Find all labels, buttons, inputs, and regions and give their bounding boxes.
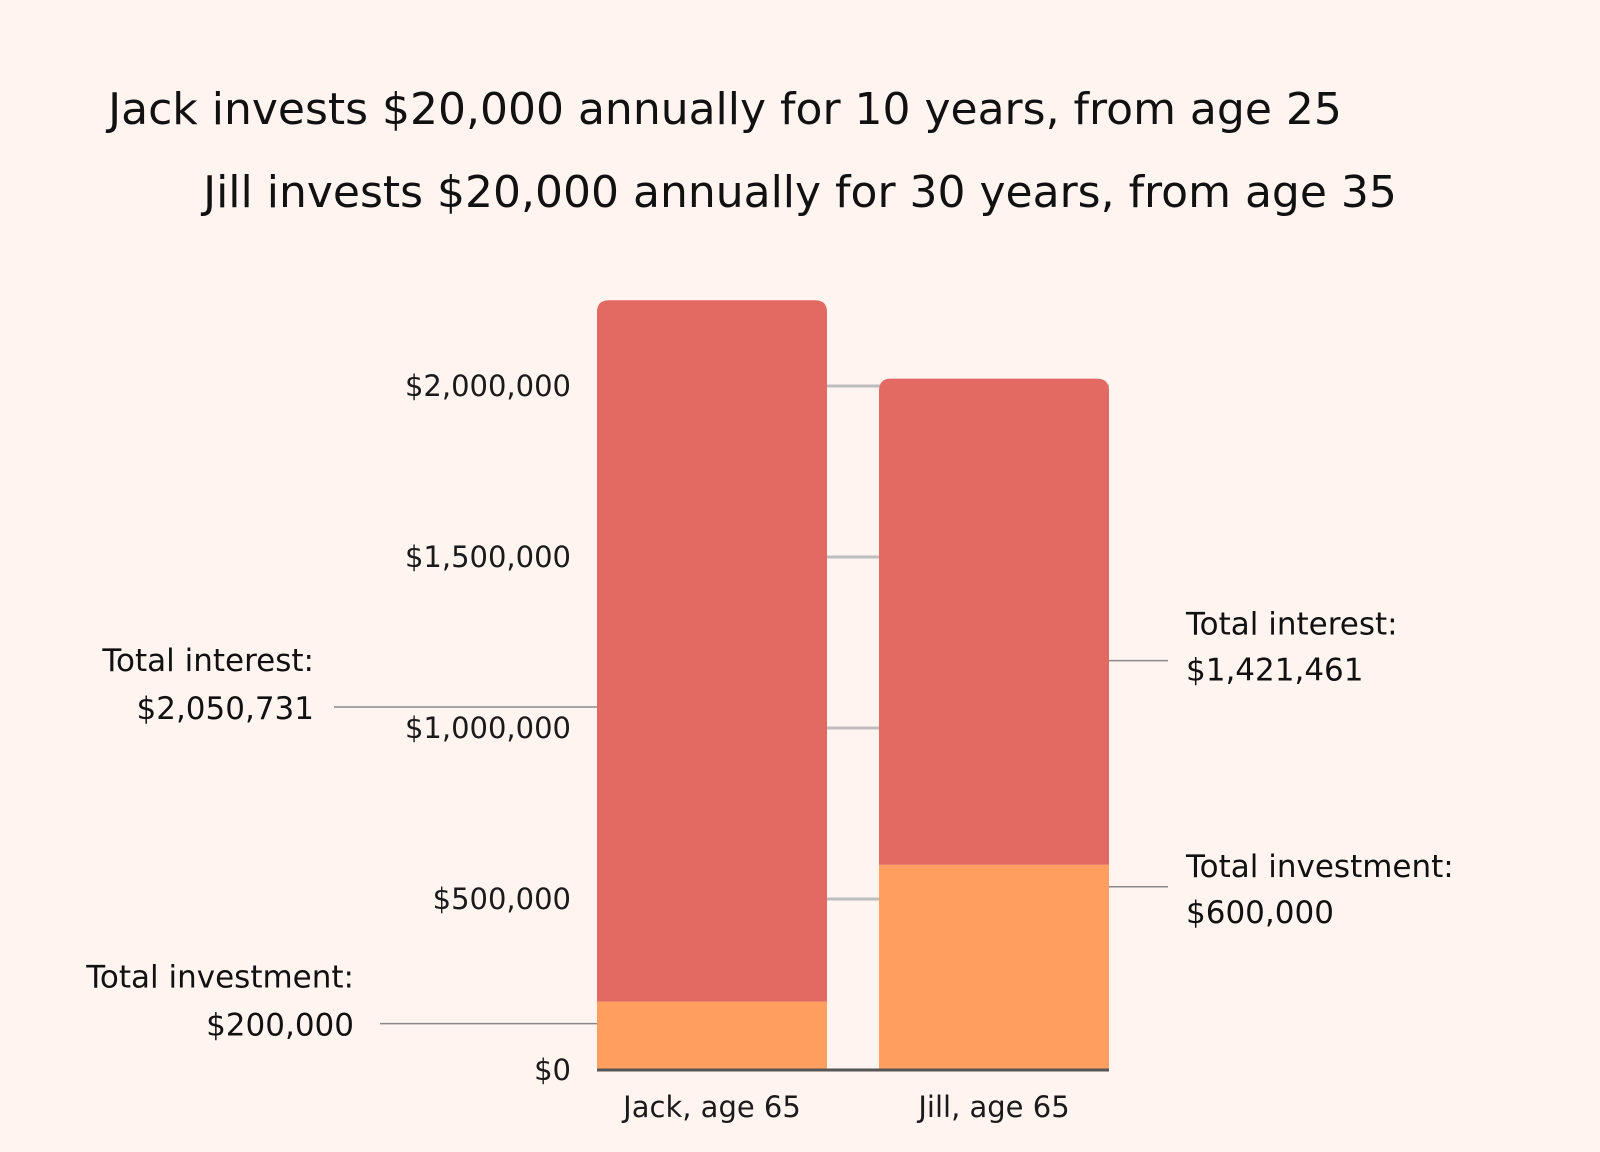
annotation-value: $600,000	[1186, 895, 1334, 931]
annotation-label: Total investment:	[85, 960, 354, 996]
annotation-label: Total interest:	[101, 643, 314, 679]
x-category-label: Jill, age 65	[916, 1090, 1069, 1124]
chart-title-line-2: Jill invests $20,000 annually for 30 yea…	[203, 167, 1397, 218]
y-tick-label: $500,000	[433, 882, 571, 916]
bar-investment-1	[879, 864, 1109, 1070]
annotation-label: Total interest:	[1185, 607, 1398, 643]
y-tick-label: $1,000,000	[405, 711, 571, 745]
y-tick-label: $2,000,000	[405, 369, 571, 403]
axes: $0 $500,000 $1,000,000 $1,500,000 $2,000,000…	[405, 369, 1109, 1124]
bar-investment-0	[597, 1001, 827, 1070]
x-category-label: Jack, age 65	[621, 1090, 801, 1124]
annotation-value: $200,000	[206, 1008, 354, 1044]
bar-interest-0	[597, 300, 827, 1002]
y-tick-label: $1,500,000	[405, 540, 571, 574]
bars	[597, 300, 1109, 1070]
annotations: Total interest: $2,050,731 Total investmen…	[85, 607, 1454, 1044]
y-tick-label: $0	[534, 1053, 571, 1087]
annotation-value: $2,050,731	[137, 691, 315, 727]
annotation-value: $1,421,461	[1186, 653, 1364, 689]
bar-interest-1	[879, 378, 1109, 865]
chart-title-line-1: Jack invests $20,000 annually for 10 yea…	[108, 84, 1342, 135]
annotation-label: Total investment:	[1185, 849, 1454, 885]
